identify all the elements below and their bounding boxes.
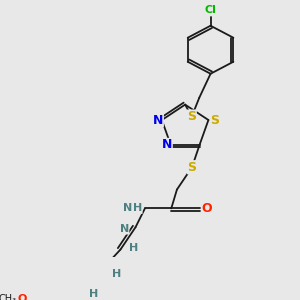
Text: N: N [153, 113, 163, 127]
Text: S: S [187, 110, 196, 123]
Text: CH₃: CH₃ [0, 294, 16, 300]
Text: H: H [112, 268, 121, 279]
Text: H: H [89, 289, 99, 299]
Text: H: H [129, 243, 138, 253]
Text: O: O [18, 294, 27, 300]
Text: O: O [202, 202, 212, 215]
Text: S: S [211, 113, 220, 127]
Text: S: S [188, 161, 196, 174]
Text: H: H [133, 203, 142, 213]
Text: N: N [162, 138, 172, 152]
Text: Cl: Cl [205, 5, 217, 15]
Text: N: N [123, 203, 133, 213]
Text: N: N [120, 224, 129, 234]
